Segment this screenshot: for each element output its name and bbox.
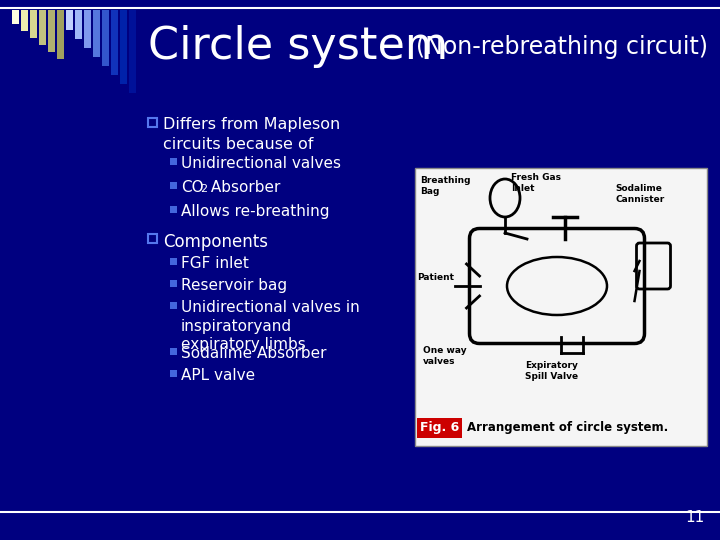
Polygon shape (111, 10, 118, 75)
Polygon shape (21, 10, 28, 31)
Polygon shape (84, 10, 91, 48)
Text: Unidirectional valves: Unidirectional valves (181, 156, 341, 171)
Bar (148, 118, 157, 127)
Text: APL valve: APL valve (181, 368, 255, 383)
Polygon shape (93, 10, 100, 57)
Text: CO: CO (181, 180, 204, 195)
Text: 2: 2 (200, 184, 207, 194)
Polygon shape (57, 10, 64, 59)
Text: Fresh Gas
Inlet: Fresh Gas Inlet (511, 173, 561, 193)
Polygon shape (39, 10, 46, 45)
Polygon shape (102, 10, 109, 66)
Text: Reservoir bag: Reservoir bag (181, 278, 287, 293)
Polygon shape (12, 10, 19, 24)
Text: Absorber: Absorber (206, 180, 280, 195)
Text: Allows re-breathing: Allows re-breathing (181, 204, 330, 219)
Bar (170, 302, 177, 309)
Bar (170, 348, 177, 355)
Text: Circle system: Circle system (148, 25, 448, 68)
Bar (148, 234, 157, 243)
Text: Sodalime
Cannister: Sodalime Cannister (615, 184, 665, 204)
Text: Breathing
Bag: Breathing Bag (420, 176, 470, 196)
Text: (Non-rebreathing circuit): (Non-rebreathing circuit) (416, 35, 708, 59)
Text: 11: 11 (685, 510, 705, 525)
Text: Unidirectional valves in
inspiratoryand
expiratory limbs: Unidirectional valves in inspiratoryand … (181, 300, 360, 352)
Bar (170, 258, 177, 265)
Text: Components: Components (163, 233, 268, 251)
Bar (170, 158, 177, 165)
Text: Arrangement of circle system.: Arrangement of circle system. (467, 422, 668, 435)
Polygon shape (48, 10, 55, 52)
Text: One way
valves: One way valves (423, 346, 467, 366)
Text: Expiratory
Spill Valve: Expiratory Spill Valve (525, 361, 578, 381)
Bar (170, 206, 177, 213)
Polygon shape (129, 10, 136, 93)
Polygon shape (120, 10, 127, 84)
Text: Differs from Mapleson
circuits because of: Differs from Mapleson circuits because o… (163, 117, 341, 152)
Polygon shape (30, 10, 37, 38)
Bar (415, 168, 707, 446)
Text: Fig. 6: Fig. 6 (420, 422, 459, 435)
Text: Patient: Patient (417, 273, 454, 282)
Polygon shape (66, 10, 73, 30)
Bar (417, 418, 462, 438)
Bar (170, 280, 177, 287)
Polygon shape (75, 10, 82, 39)
Text: FGF inlet: FGF inlet (181, 256, 249, 271)
Text: Sodalime Absorber: Sodalime Absorber (181, 346, 326, 361)
Bar (170, 182, 177, 189)
Bar (170, 370, 177, 377)
